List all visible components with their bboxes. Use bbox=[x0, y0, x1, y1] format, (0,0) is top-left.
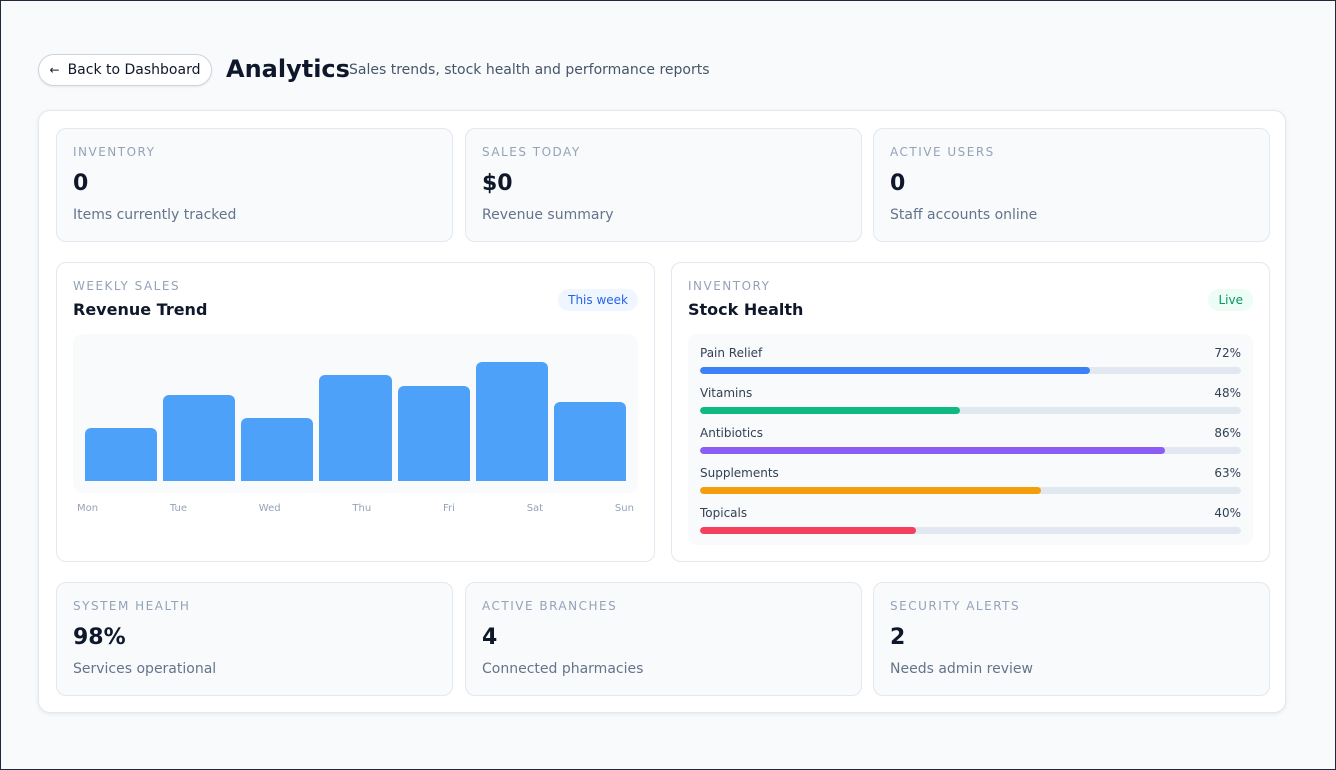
day-label: Sat bbox=[526, 503, 544, 514]
eyebrow: INVENTORY bbox=[688, 279, 771, 293]
stock-label: Topicals bbox=[700, 506, 748, 520]
stock-row: Antibiotics 86% bbox=[700, 426, 1241, 466]
stat-value: 2 bbox=[890, 625, 906, 650]
stock-row: Vitamins 48% bbox=[700, 386, 1241, 426]
stock-label: Vitamins bbox=[700, 386, 753, 400]
bar bbox=[553, 402, 626, 481]
stat-value: 0 bbox=[890, 171, 906, 196]
stock-row: Pain Relief 72% bbox=[700, 346, 1241, 386]
stat-label: SECURITY ALERTS bbox=[890, 599, 1021, 613]
bars bbox=[85, 346, 626, 481]
bar bbox=[475, 362, 548, 481]
stock-percent: 72% bbox=[1214, 346, 1241, 360]
panel-title: Stock Health bbox=[688, 300, 804, 319]
progress-fill bbox=[700, 447, 1166, 454]
badge: Live bbox=[1208, 289, 1253, 311]
bar bbox=[163, 395, 236, 481]
stat-card: INVENTORY 0 Items currently tracked bbox=[56, 128, 453, 242]
bar bbox=[241, 418, 314, 481]
progress-fill bbox=[700, 367, 1090, 374]
main-card: WEEKLY SALES Revenue Trend This week Mon… bbox=[38, 110, 1286, 713]
bar bbox=[85, 428, 158, 481]
page-subtitle: Sales trends, stock health and performan… bbox=[349, 62, 710, 78]
stat-value: 98% bbox=[73, 625, 126, 650]
stat-label: ACTIVE BRANCHES bbox=[482, 599, 618, 613]
day-labels: Mon Tue Wed Thu Fri Sat Sun bbox=[77, 503, 634, 514]
progress-track bbox=[700, 527, 1241, 534]
progress-track bbox=[700, 487, 1241, 494]
stock-label: Supplements bbox=[700, 466, 779, 480]
page-title: Analytics bbox=[226, 55, 350, 83]
stat-card: SALES TODAY $0 Revenue summary bbox=[465, 128, 862, 242]
back-label: Back to Dashboard bbox=[67, 62, 201, 78]
progress-track bbox=[700, 407, 1241, 414]
day-label: Wed bbox=[258, 503, 281, 514]
stock-list: Pain Relief 72% Vitamins 48% Antibiotics 86% S… bbox=[688, 334, 1253, 545]
eyebrow: WEEKLY SALES bbox=[73, 279, 181, 293]
stock-row: Topicals 40% bbox=[700, 506, 1241, 546]
stat-description: Items currently tracked bbox=[73, 207, 237, 223]
stat-card: ACTIVE BRANCHES 4 Connected pharmacies bbox=[465, 582, 862, 696]
stat-label: INVENTORY bbox=[73, 145, 156, 159]
stock-label: Antibiotics bbox=[700, 426, 764, 440]
progress-track bbox=[700, 367, 1241, 374]
stat-description: Revenue summary bbox=[482, 207, 614, 223]
stock-row: Supplements 63% bbox=[700, 466, 1241, 506]
bar bbox=[397, 386, 470, 481]
stat-label: SALES TODAY bbox=[482, 145, 581, 159]
stat-description: Needs admin review bbox=[890, 661, 1033, 677]
progress-fill bbox=[700, 407, 960, 414]
day-label: Mon bbox=[77, 503, 99, 514]
stat-description: Connected pharmacies bbox=[482, 661, 644, 677]
bar bbox=[319, 375, 392, 481]
sales-panel: WEEKLY SALES Revenue Trend This week Mon… bbox=[56, 262, 655, 562]
badge: This week bbox=[558, 289, 638, 311]
day-label: Tue bbox=[169, 503, 187, 514]
stock-label: Pain Relief bbox=[700, 346, 763, 360]
progress-fill bbox=[700, 527, 917, 534]
stat-label: SYSTEM HEALTH bbox=[73, 599, 191, 613]
stock-percent: 63% bbox=[1214, 466, 1241, 480]
stat-value: 4 bbox=[482, 625, 498, 650]
progress-fill bbox=[700, 487, 1041, 494]
chart-area bbox=[73, 334, 638, 493]
stat-description: Services operational bbox=[73, 661, 217, 677]
day-label: Sun bbox=[614, 503, 634, 514]
stat-value: $0 bbox=[482, 171, 513, 196]
stock-percent: 40% bbox=[1214, 506, 1241, 520]
stock-percent: 48% bbox=[1214, 386, 1241, 400]
back-button[interactable]: ← Back to Dashboard bbox=[38, 54, 212, 86]
stat-card: ACTIVE USERS 0 Staff accounts online bbox=[873, 128, 1270, 242]
stat-card: SECURITY ALERTS 2 Needs admin review bbox=[873, 582, 1270, 696]
panel-title: Revenue Trend bbox=[73, 300, 208, 319]
day-label: Fri bbox=[442, 503, 455, 514]
progress-track bbox=[700, 447, 1241, 454]
stat-value: 0 bbox=[73, 171, 89, 196]
day-label: Thu bbox=[352, 503, 372, 514]
arrow-icon: ← bbox=[49, 63, 60, 77]
stat-label: ACTIVE USERS bbox=[890, 145, 995, 159]
stock-panel: INVENTORY Stock Health Live Pain Relief 7… bbox=[671, 262, 1270, 562]
stock-percent: 86% bbox=[1214, 426, 1241, 440]
stat-card: SYSTEM HEALTH 98% Services operational bbox=[56, 582, 453, 696]
stat-description: Staff accounts online bbox=[890, 207, 1038, 223]
